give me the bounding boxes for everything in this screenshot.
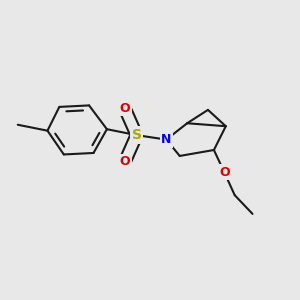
Text: N: N [161,133,172,146]
Text: S: S [132,128,142,142]
Text: O: O [219,166,230,179]
Text: O: O [119,155,130,168]
Text: O: O [119,102,130,115]
